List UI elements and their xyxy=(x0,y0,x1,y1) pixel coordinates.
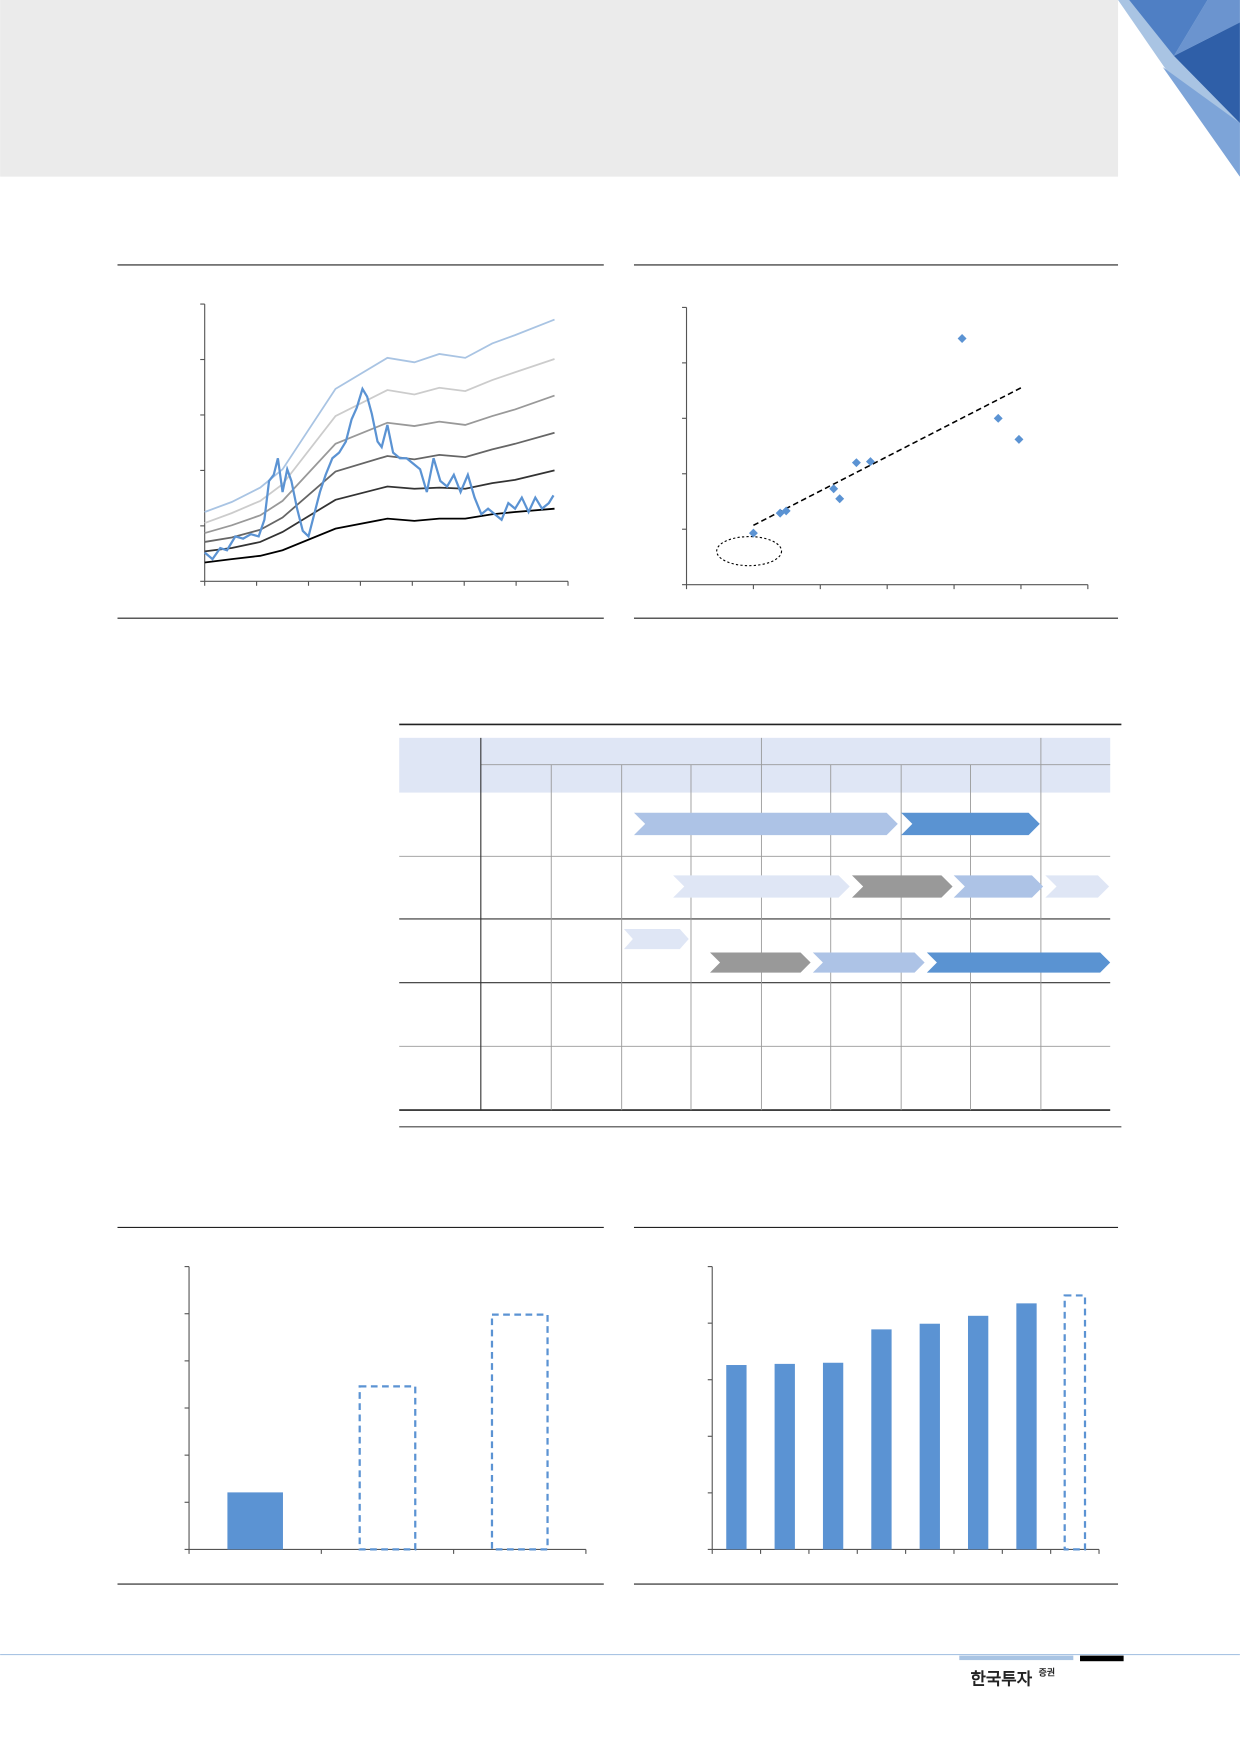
schedule-table xyxy=(399,723,1122,1128)
scatter-point xyxy=(851,458,861,468)
logo-suffix: 증권 xyxy=(1039,1667,1055,1679)
bar xyxy=(967,1315,989,1550)
line-series xyxy=(204,358,555,524)
scatter-point xyxy=(865,457,875,467)
scatter-point xyxy=(835,494,845,504)
bar xyxy=(774,1363,795,1550)
line-series xyxy=(204,431,555,543)
footer: 한국투자 증권 xyxy=(0,1653,1240,1689)
line-series xyxy=(204,394,555,534)
scatter-point xyxy=(829,484,839,494)
logo-name: 한국투자 xyxy=(970,1669,1032,1689)
bar xyxy=(919,1323,940,1550)
bar xyxy=(822,1362,844,1550)
chart-1-annotation xyxy=(716,536,783,567)
trendline xyxy=(753,387,1022,527)
line-series xyxy=(204,318,555,513)
bar xyxy=(726,1365,747,1550)
corner-decoration xyxy=(1118,0,1240,177)
scatter-point xyxy=(957,334,967,343)
line-series xyxy=(203,386,555,561)
scatter-point xyxy=(748,528,758,538)
header-band xyxy=(0,0,1119,177)
bar xyxy=(490,1313,549,1551)
scatter-point xyxy=(1014,434,1024,444)
scatter-point xyxy=(993,413,1003,423)
line-series xyxy=(204,469,555,553)
scatter-point xyxy=(781,506,791,516)
bar xyxy=(358,1385,417,1551)
bar xyxy=(227,1492,283,1550)
bar xyxy=(871,1329,892,1550)
bar xyxy=(1063,1294,1087,1551)
bar xyxy=(1016,1303,1037,1550)
